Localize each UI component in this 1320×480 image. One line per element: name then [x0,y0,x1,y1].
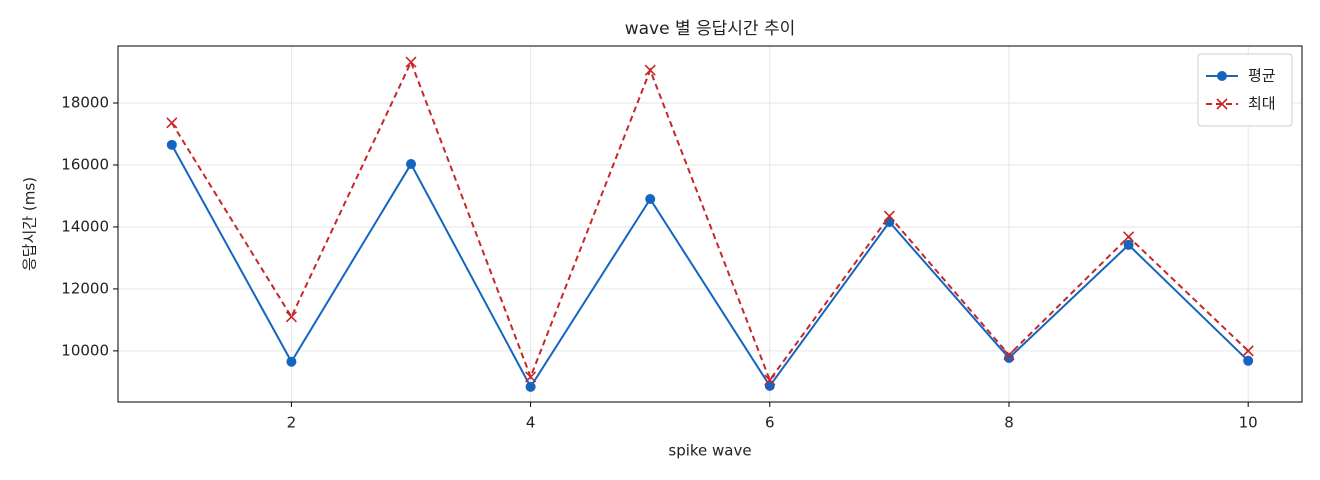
marker [764,374,776,386]
marker [1216,98,1228,110]
x-tick-label: 6 [765,414,775,432]
marker [525,381,536,392]
chart-title: wave 별 응답시간 추이 [625,19,796,39]
y-tick-label: 10000 [61,341,109,359]
x-tick-label: 10 [1239,414,1258,432]
x-tick-label: 4 [526,414,536,432]
legend-box [1197,53,1293,127]
marker [1217,71,1227,81]
marker [1242,345,1254,357]
marker [1003,349,1015,361]
marker [286,356,297,367]
marker [883,210,895,222]
marker [406,159,417,170]
marker [644,64,656,76]
y-tick-label: 16000 [61,155,109,173]
marker [1123,231,1135,243]
series-line [170,144,1249,389]
y-tick-label: 18000 [61,94,109,112]
y-tick-label: 14000 [61,217,109,235]
plot-frame [117,45,1303,403]
marker [166,117,178,129]
marker [645,194,656,205]
x-tick-label: 2 [287,414,297,432]
y-tick-label: 12000 [61,279,109,297]
marker [1243,355,1254,366]
legend-label: 평균 [1248,67,1276,85]
marker [1123,239,1134,250]
series-line [170,59,1249,383]
marker [405,56,417,68]
x-tick-label: 8 [1004,414,1014,432]
x-axis-label: spike wave [668,442,751,460]
marker [1003,353,1014,364]
marker [525,371,537,383]
marker [166,139,177,150]
legend-label: 최대 [1248,95,1276,113]
y-axis-label: 응답시간 (ms) [21,177,39,271]
marker [285,311,297,323]
